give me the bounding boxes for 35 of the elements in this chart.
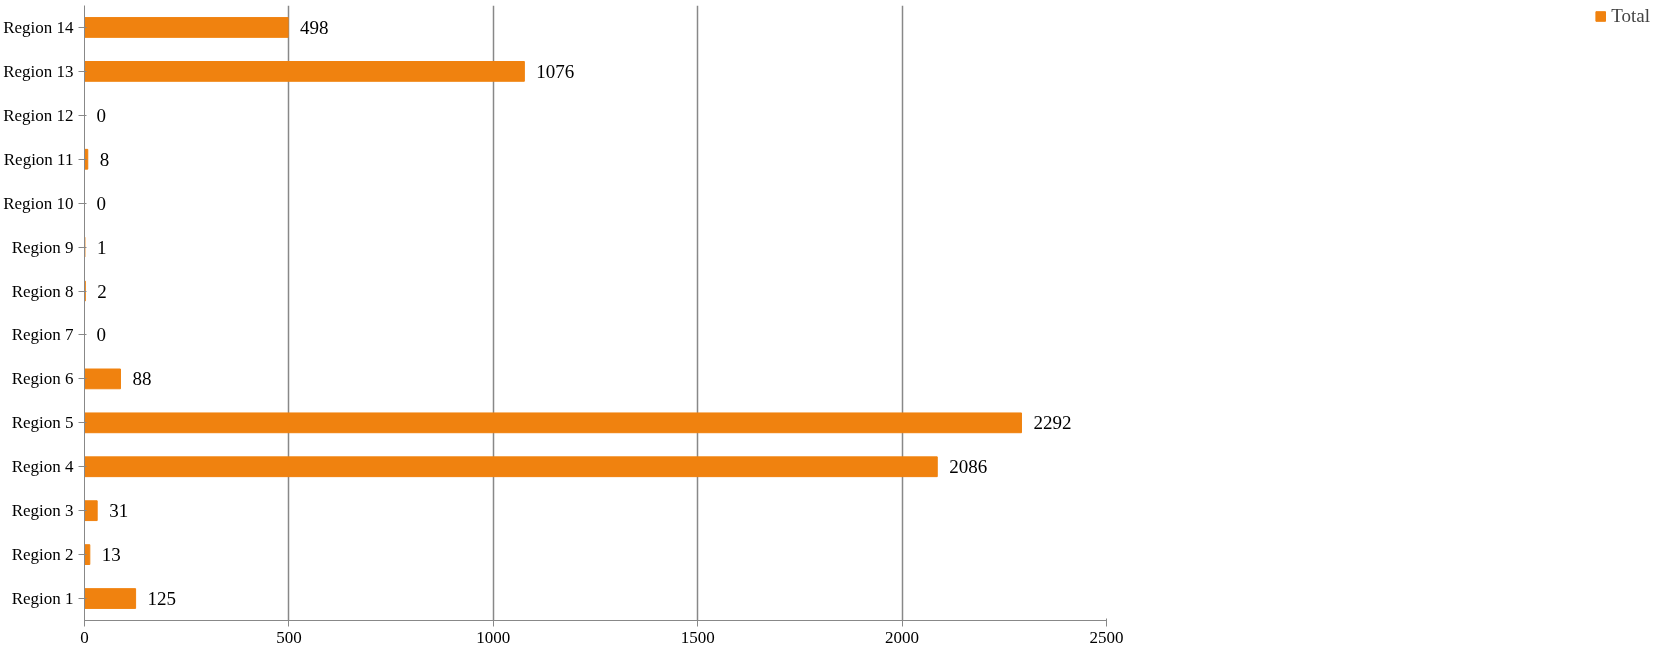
y-tick-label: Region 8 [11, 281, 74, 301]
y-tick-label: Region 3 [11, 501, 74, 521]
x-tick-label: 2500 [1089, 627, 1124, 647]
y-tick-label: Region 5 [11, 413, 74, 433]
data-label: 13 [101, 544, 121, 566]
data-label: 0 [96, 104, 106, 126]
y-tick-label: Region 12 [3, 105, 74, 125]
data-label: 0 [96, 324, 106, 346]
data-label: 2 [97, 280, 107, 302]
data-label: 125 [147, 588, 177, 610]
y-tick-label: Region 11 [3, 149, 74, 169]
y-tick-label: Region 6 [11, 369, 74, 389]
y-tick-label: Region 4 [11, 457, 74, 477]
y-tick-label: Region 9 [11, 237, 74, 257]
y-tick-label: Region 10 [3, 193, 74, 213]
y-tick-label: Region 1 [11, 589, 74, 609]
data-label: 1 [96, 236, 107, 258]
x-tick-label: 500 [276, 627, 302, 647]
x-tick-label: 0 [80, 627, 89, 647]
y-tick-label: Region 7 [11, 325, 74, 345]
x-tick-label: 1000 [476, 627, 511, 647]
x-tick-label: 1500 [680, 627, 715, 647]
data-label: 0 [96, 192, 106, 214]
data-label: 88 [132, 368, 152, 390]
data-label: 31 [109, 500, 129, 522]
data-label: 8 [99, 148, 110, 170]
data-label: 498 [300, 16, 329, 38]
legend-label: Total [1611, 5, 1650, 27]
y-tick-label: Region 13 [3, 61, 74, 81]
data-label: 2086 [949, 456, 988, 478]
data-label: 2292 [1033, 412, 1072, 434]
y-tick-label: Region 14 [3, 17, 74, 37]
data-label: 1076 [536, 60, 575, 82]
x-tick-label: 2000 [885, 627, 920, 647]
y-tick-label: Region 2 [11, 545, 74, 565]
